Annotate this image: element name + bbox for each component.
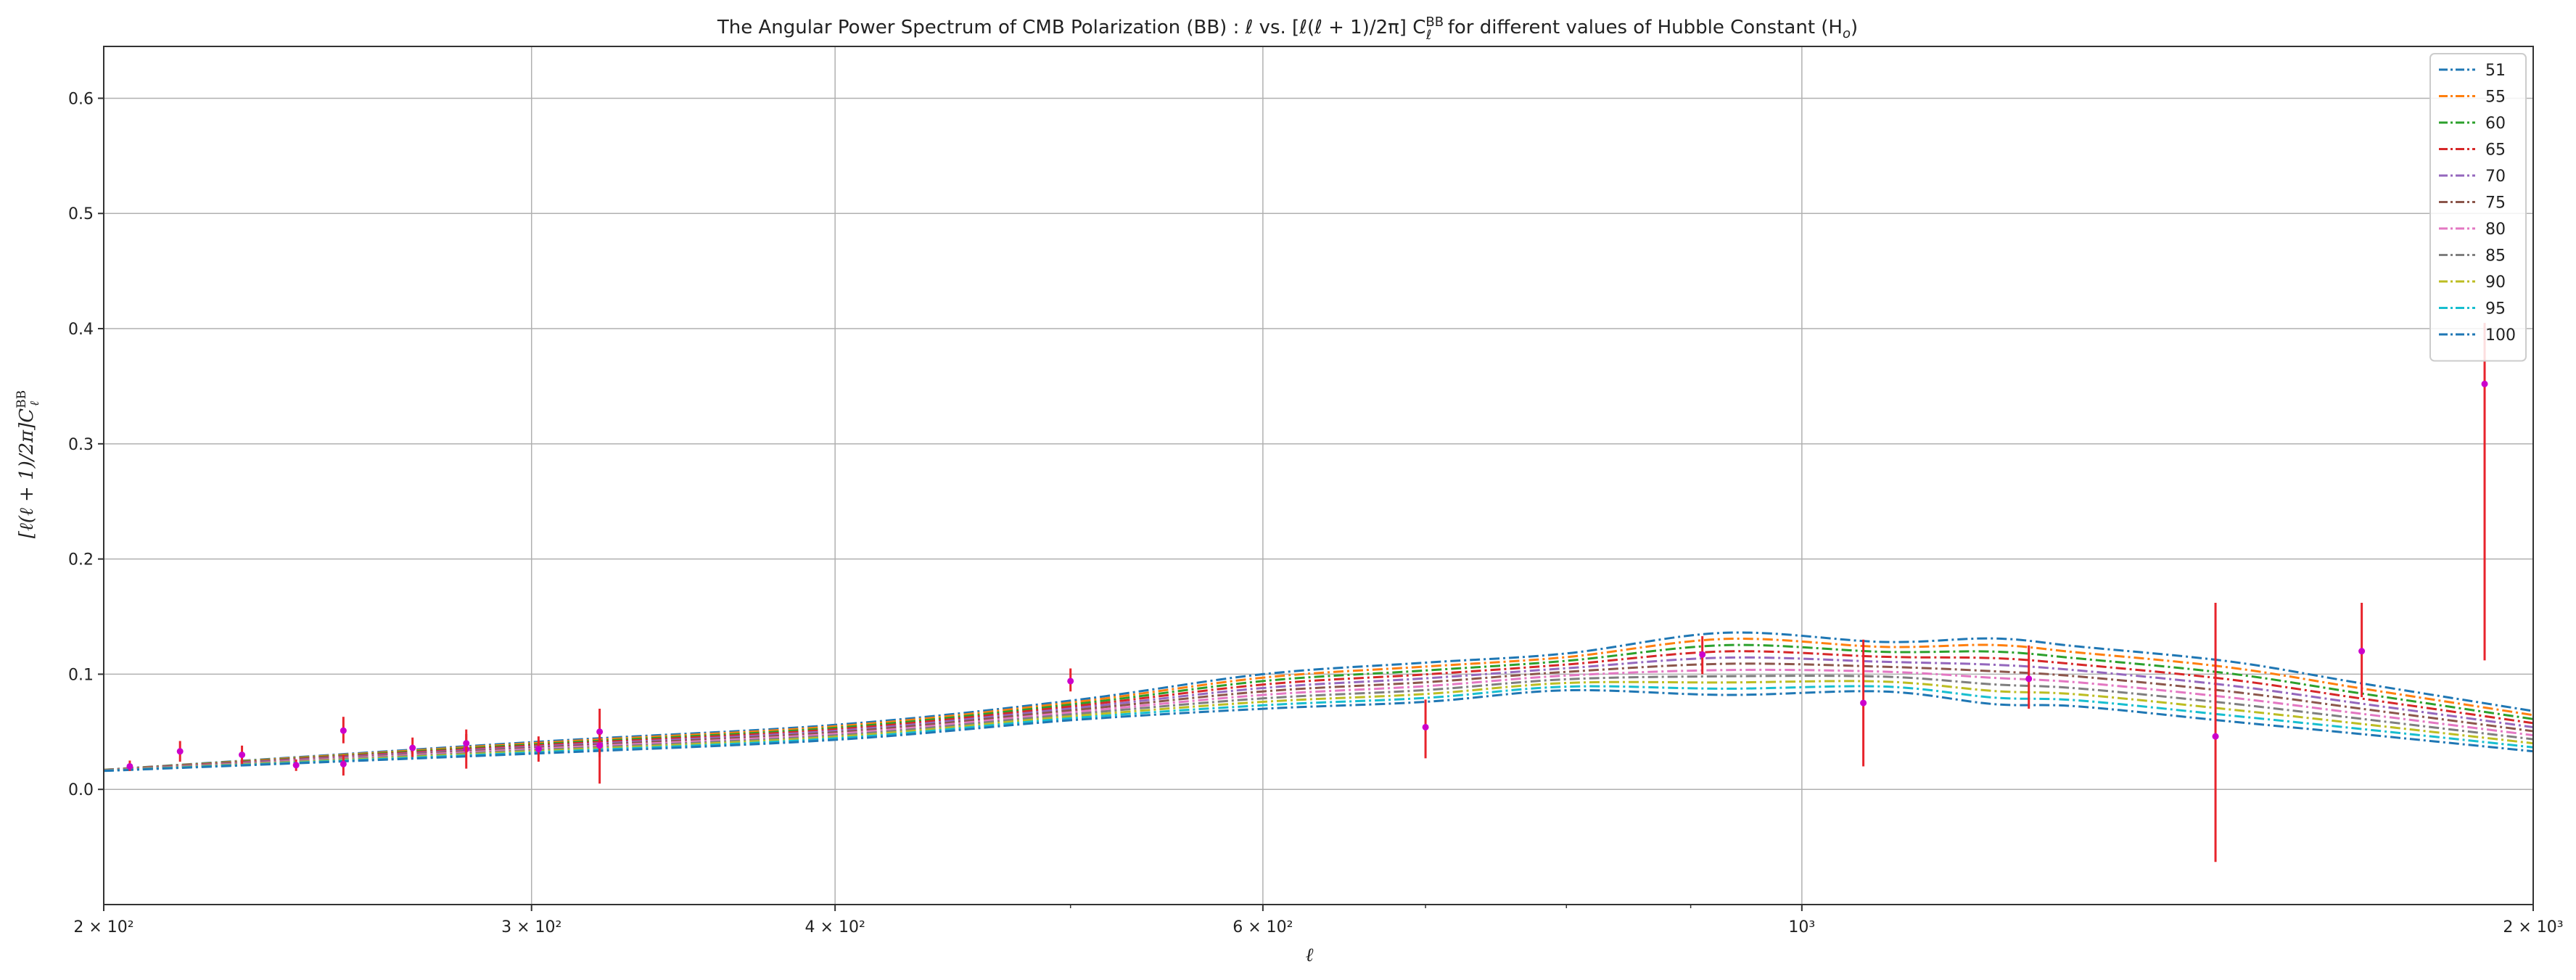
chart-title: The Angular Power Spectrum of CMB Polari… [717, 15, 1858, 43]
x-tick-label: 10³ [1788, 918, 1815, 936]
y-tick-label: 0.6 [68, 90, 94, 108]
legend-label-90: 90 [2485, 273, 2506, 292]
legend-label-55: 55 [2485, 88, 2506, 107]
x-tick-label: 3 × 10² [501, 918, 561, 936]
x-tick-label: 6 × 10² [1233, 918, 1293, 936]
data-point [239, 752, 246, 759]
series-line-75 [103, 662, 2534, 772]
x-tick-label: 4 × 10² [805, 918, 865, 936]
legend-label-65: 65 [2485, 141, 2506, 160]
x-tick-label: 2 × 10³ [2503, 918, 2563, 936]
data-point [1699, 651, 1706, 658]
data-point [596, 728, 604, 736]
data-point [2358, 648, 2366, 655]
legend-label-85: 85 [2485, 247, 2506, 265]
series-line-90 [103, 680, 2534, 772]
data-point [2481, 380, 2488, 387]
series-line-100 [103, 688, 2534, 773]
legend-label-51: 51 [2485, 62, 2506, 80]
legend-label-70: 70 [2485, 168, 2506, 186]
data-point [409, 744, 416, 752]
data-point [340, 760, 347, 767]
series-line-85 [103, 675, 2534, 772]
x-tick-label: 2 × 10² [73, 918, 133, 936]
data-point [126, 762, 133, 770]
data-point [1067, 678, 1074, 685]
legend-label-95: 95 [2485, 300, 2506, 318]
series-line-95 [103, 685, 2534, 773]
y-tick-label: 0.3 [68, 436, 94, 454]
legend: 51 55 60 65 70 75 80 85 90 95 100 [2429, 53, 2527, 362]
legend-label-60: 60 [2485, 115, 2506, 133]
data-points [126, 323, 2488, 862]
data-point [596, 742, 604, 749]
data-point [1422, 723, 1429, 730]
series-line-80 [103, 668, 2534, 772]
plot-frame [103, 46, 2534, 905]
y-tick-label: 0.4 [68, 321, 94, 339]
y-tick-label: 0.5 [68, 205, 94, 223]
data-point [340, 727, 347, 734]
data-point [535, 746, 542, 753]
legend-label-100: 100 [2485, 326, 2516, 345]
y-axis-label: [ℓ(ℓ + 1)/2π]CBBℓ [15, 390, 42, 538]
data-point [292, 762, 300, 769]
series-line-65 [103, 650, 2534, 772]
curves [103, 631, 2534, 773]
y-tick-label: 0.1 [68, 666, 94, 684]
data-point [176, 748, 184, 755]
series-line-70 [103, 656, 2534, 772]
y-tick-label: 0.0 [68, 781, 94, 799]
data-point [2212, 733, 2219, 740]
axis-ticks: 0.0 0.1 0.2 0.3 0.4 0.5 0.6 2 × 10² 3 × 10² 4 × 1… [68, 90, 2564, 936]
data-point [2025, 675, 2033, 683]
y-tick-label: 0.2 [68, 551, 94, 569]
legend-label-80: 80 [2485, 221, 2506, 239]
data-point [1860, 699, 1867, 707]
data-point [463, 740, 470, 747]
legend-label-75: 75 [2485, 194, 2506, 213]
x-axis-label: ℓ [1306, 944, 1314, 966]
legend-box [2429, 53, 2527, 362]
series-line-60 [103, 643, 2534, 771]
